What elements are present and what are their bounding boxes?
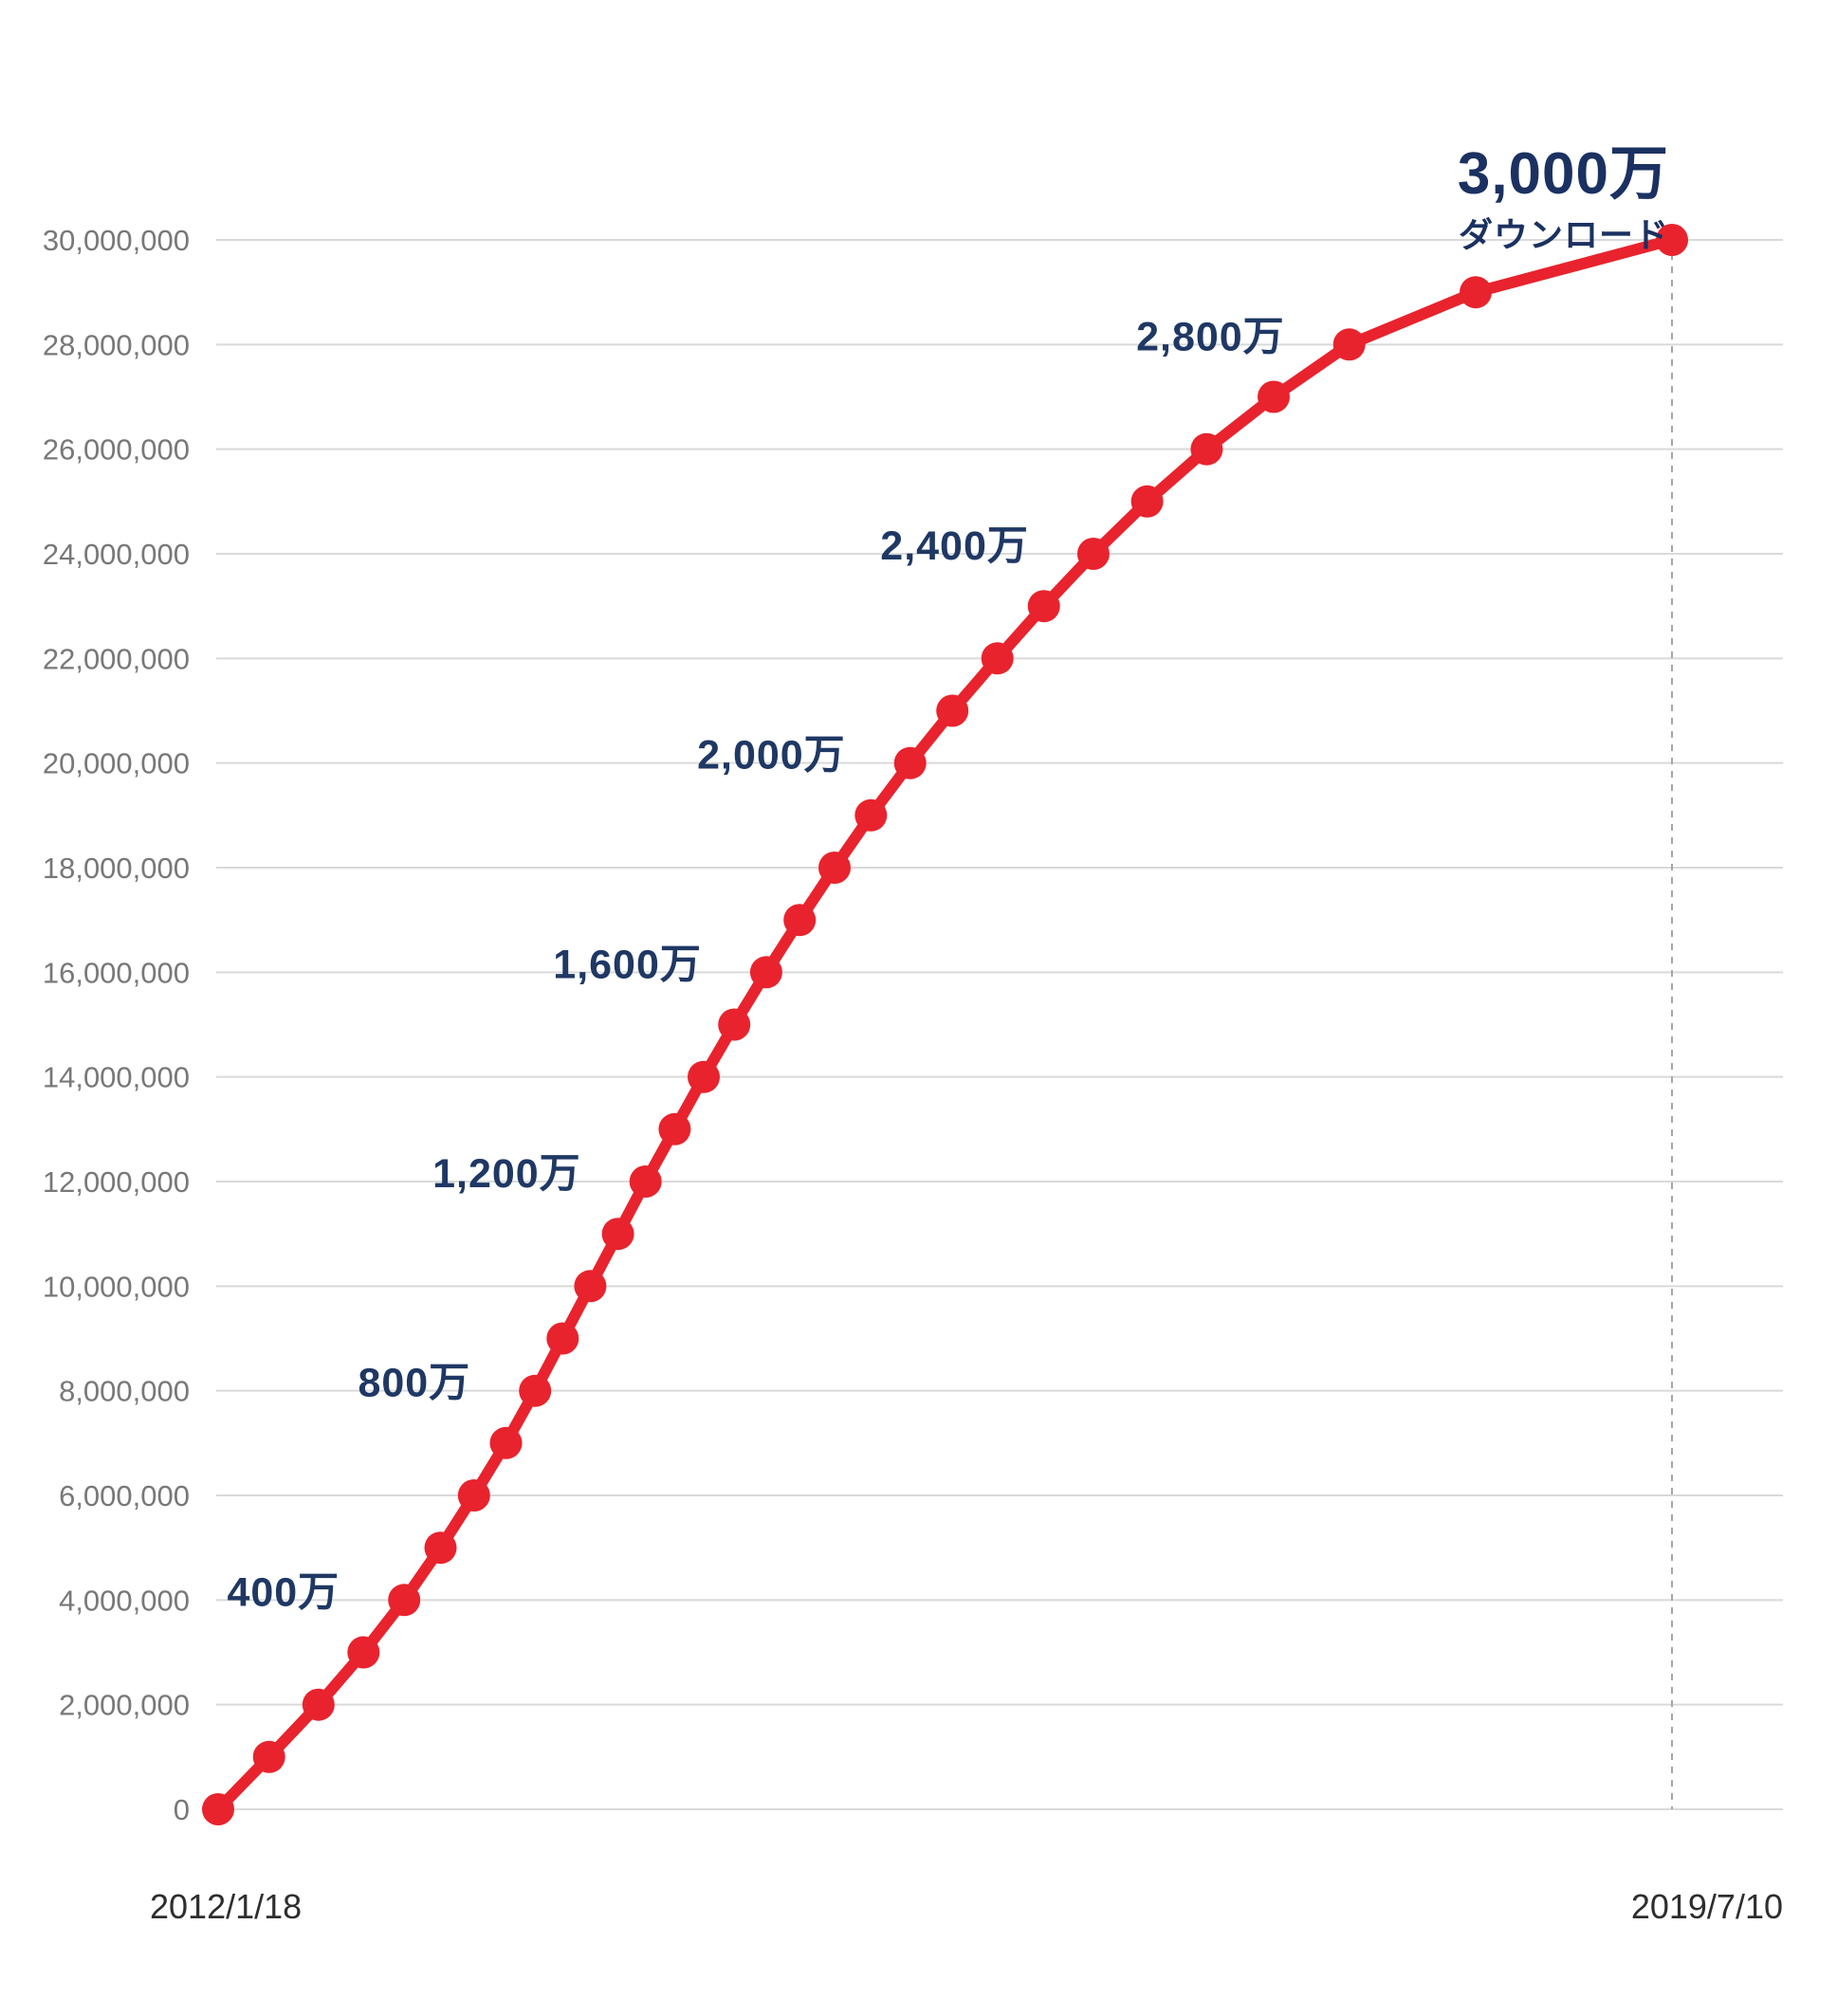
data-point-dot bbox=[302, 1688, 335, 1721]
data-point-dot bbox=[1190, 432, 1223, 466]
milestone-label: 400万 bbox=[227, 1569, 340, 1615]
y-tick-label: 6,000,000 bbox=[59, 1479, 190, 1512]
milestone-label: 800万 bbox=[358, 1361, 470, 1406]
y-tick-label: 20,000,000 bbox=[43, 747, 190, 780]
data-point-dot bbox=[519, 1374, 552, 1407]
data-point-dot bbox=[1460, 276, 1492, 309]
y-tick-label: 0 bbox=[174, 1793, 190, 1826]
data-point-dot bbox=[981, 642, 1014, 675]
data-point-dot bbox=[783, 904, 817, 937]
y-tick-label: 4,000,000 bbox=[59, 1584, 190, 1617]
final-milestone-label: 3,000万 ダウンロード bbox=[1458, 144, 1669, 257]
data-point-dot bbox=[388, 1584, 421, 1617]
milestone-label: 2,800万 bbox=[1136, 314, 1285, 359]
data-point-dot bbox=[1258, 380, 1290, 413]
x-axis-end-date: 2019/7/10 bbox=[1630, 1887, 1783, 1926]
y-tick-label: 18,000,000 bbox=[43, 852, 190, 885]
data-point-dot bbox=[936, 694, 969, 727]
data-point-dot bbox=[1076, 538, 1110, 570]
y-tick-label: 16,000,000 bbox=[43, 956, 190, 989]
data-point-dot bbox=[202, 1793, 234, 1825]
data-point-dot bbox=[818, 852, 851, 884]
final-milestone-value: 3,000万 bbox=[1457, 141, 1669, 207]
y-tick-label: 22,000,000 bbox=[43, 642, 190, 675]
milestone-label: 1,600万 bbox=[553, 942, 702, 987]
data-point-dot bbox=[893, 746, 927, 779]
data-point-dot bbox=[1332, 328, 1366, 361]
milestone-label: 2,000万 bbox=[697, 733, 846, 779]
data-point-dot bbox=[489, 1426, 523, 1459]
y-tick-label: 14,000,000 bbox=[43, 1061, 190, 1094]
data-point-dot bbox=[347, 1636, 380, 1669]
data-point-dot bbox=[601, 1218, 634, 1251]
data-point-dot bbox=[252, 1740, 285, 1773]
data-point-dot bbox=[1130, 485, 1164, 518]
y-tick-label: 28,000,000 bbox=[43, 328, 190, 361]
data-point-dot bbox=[718, 1008, 751, 1041]
y-tick-label: 26,000,000 bbox=[43, 433, 190, 467]
data-point-dot bbox=[574, 1270, 607, 1303]
data-point-dot bbox=[1027, 590, 1060, 623]
data-point-dot bbox=[854, 798, 888, 832]
data-point-dot bbox=[688, 1060, 720, 1093]
data-point-dot bbox=[629, 1165, 662, 1198]
y-tick-label: 2,000,000 bbox=[59, 1689, 190, 1722]
data-point-dot bbox=[658, 1112, 691, 1145]
data-point-dot bbox=[1656, 224, 1688, 256]
data-point-dot bbox=[749, 956, 782, 989]
y-tick-label: 30,000,000 bbox=[43, 224, 190, 257]
x-axis-start-date: 2012/1/18 bbox=[150, 1887, 303, 1926]
data-point-dot bbox=[424, 1531, 457, 1565]
milestone-label: 2,400万 bbox=[880, 523, 1029, 569]
y-tick-label: 24,000,000 bbox=[43, 538, 190, 571]
downloads-line bbox=[212, 234, 1678, 1815]
y-tick-label: 10,000,000 bbox=[43, 1270, 190, 1303]
y-tick-label: 12,000,000 bbox=[43, 1165, 190, 1199]
milestone-label: 1,200万 bbox=[432, 1151, 581, 1197]
y-tick-label: 8,000,000 bbox=[59, 1375, 190, 1408]
data-point-dot bbox=[546, 1322, 579, 1355]
data-point-dot bbox=[457, 1479, 490, 1512]
final-milestone-unit: ダウンロード bbox=[1458, 215, 1669, 255]
